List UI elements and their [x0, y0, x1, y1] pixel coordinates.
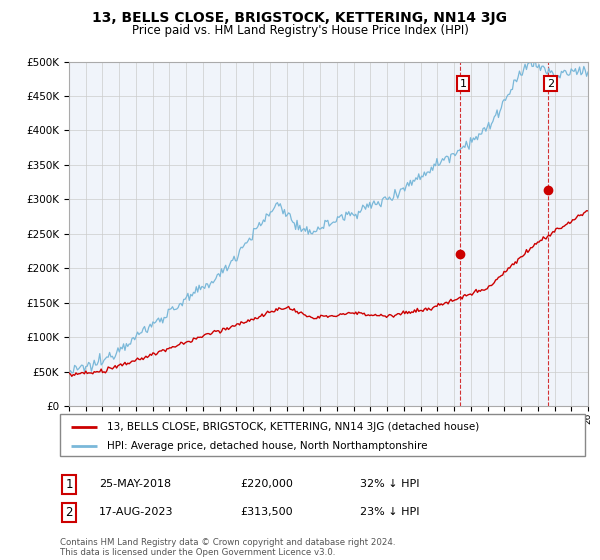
Text: 2: 2: [65, 506, 73, 519]
Text: £220,000: £220,000: [240, 479, 293, 489]
Text: 1: 1: [460, 78, 466, 88]
Text: 23% ↓ HPI: 23% ↓ HPI: [360, 507, 419, 517]
Text: 25-MAY-2018: 25-MAY-2018: [99, 479, 171, 489]
Text: Contains HM Land Registry data © Crown copyright and database right 2024.
This d: Contains HM Land Registry data © Crown c…: [60, 538, 395, 557]
Text: 13, BELLS CLOSE, BRIGSTOCK, KETTERING, NN14 3JG (detached house): 13, BELLS CLOSE, BRIGSTOCK, KETTERING, N…: [107, 422, 479, 432]
Text: 13, BELLS CLOSE, BRIGSTOCK, KETTERING, NN14 3JG: 13, BELLS CLOSE, BRIGSTOCK, KETTERING, N…: [92, 11, 508, 25]
Text: Price paid vs. HM Land Registry's House Price Index (HPI): Price paid vs. HM Land Registry's House …: [131, 24, 469, 36]
Text: 17-AUG-2023: 17-AUG-2023: [99, 507, 173, 517]
Text: 2: 2: [547, 78, 554, 88]
Text: 32% ↓ HPI: 32% ↓ HPI: [360, 479, 419, 489]
FancyBboxPatch shape: [60, 414, 585, 456]
Text: 1: 1: [65, 478, 73, 491]
Text: £313,500: £313,500: [240, 507, 293, 517]
Text: HPI: Average price, detached house, North Northamptonshire: HPI: Average price, detached house, Nort…: [107, 441, 428, 451]
